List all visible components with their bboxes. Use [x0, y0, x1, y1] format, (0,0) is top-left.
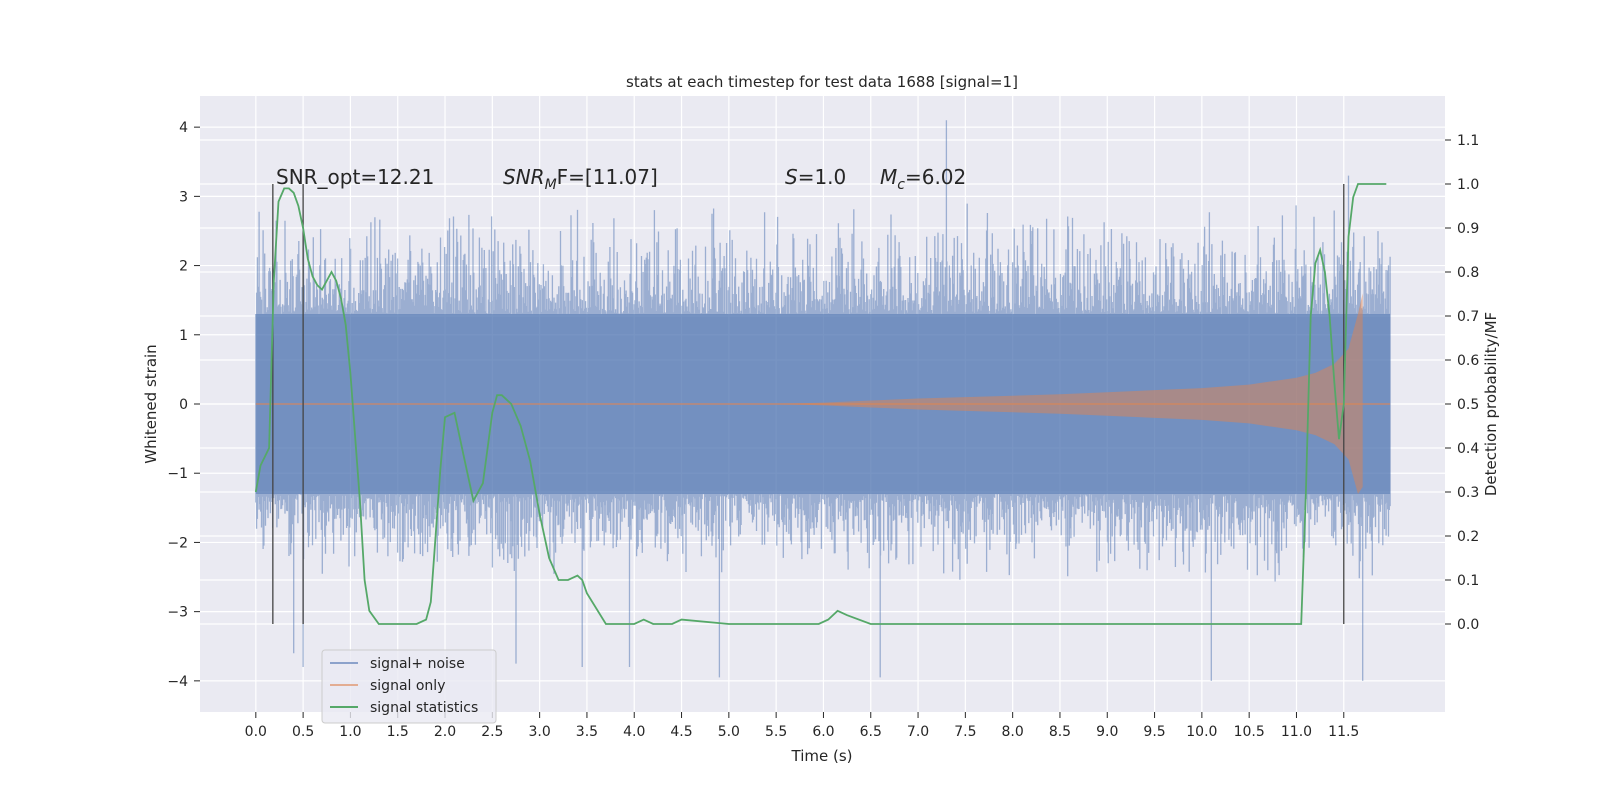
y-right-tick-label: 0.1 [1457, 573, 1479, 589]
x-tick-label: 4.5 [670, 724, 692, 740]
x-tick-label: 4.0 [623, 724, 645, 740]
y-tick-label: 3 [179, 189, 188, 205]
y-tick-label: 1 [179, 328, 188, 344]
y-tick-label: 2 [179, 259, 188, 275]
x-axis: 0.0 0.5 1.0 1.5 2.0 2.5 3.0 3.5 4.0 4.5 5.0 5.5 6.0 6… [245, 712, 1359, 740]
y-tick-label: −4 [167, 674, 188, 690]
x-tick-label: 5.5 [765, 724, 787, 740]
y-right-tick-label: 0.0 [1457, 617, 1479, 633]
y-tick-label: 0 [179, 397, 188, 413]
annotation-snr-opt: SNR_opt=12.21 [276, 165, 434, 189]
left-y-axis: −4 −3 −2 −1 0 1 2 3 4 [167, 120, 200, 690]
y-right-tick-label: 0.6 [1457, 353, 1479, 369]
annotations: SNR_opt=12.21 SNRMF=[11.07] S=1.0 Mc=6.0… [276, 165, 966, 193]
y-right-tick-label: 0.4 [1457, 441, 1479, 457]
x-tick-label: 8.0 [1002, 724, 1024, 740]
legend-label-signal-noise: signal+ noise [370, 656, 465, 672]
y-tick-label: 4 [179, 120, 188, 136]
y-right-tick-label: 0.7 [1457, 309, 1479, 325]
x-tick-label: 11.5 [1328, 724, 1359, 740]
x-tick-label: 10.0 [1186, 724, 1217, 740]
x-tick-label: 1.5 [387, 724, 409, 740]
y-axis-label: Whitened strain [142, 344, 160, 463]
legend-box [321, 649, 497, 724]
x-tick-label: 2.0 [434, 724, 456, 740]
y-tick-label: −2 [167, 535, 188, 551]
x-tick-label: 10.5 [1234, 724, 1265, 740]
x-tick-label: 6.0 [812, 724, 834, 740]
y-right-tick-label: 0.9 [1457, 221, 1479, 237]
right-y-axis: 0.0 0.1 0.2 0.3 0.4 0.5 0.6 0.7 0.8 0.9 1.0 1.1 [1445, 133, 1479, 633]
y-right-tick-label: 1.0 [1457, 177, 1479, 193]
x-tick-label: 7.0 [907, 724, 929, 740]
x-tick-label: 7.5 [954, 724, 976, 740]
signal-statistics-line [254, 183, 1387, 625]
y-tick-label: −1 [167, 466, 188, 482]
x-tick-label: 5.0 [718, 724, 740, 740]
x-tick-label: 0.0 [245, 724, 267, 740]
legend: signal+ noise signal only signal statist… [321, 649, 497, 724]
chart-title: stats at each timestep for test data 168… [626, 73, 1018, 91]
x-tick-label: 3.5 [576, 724, 598, 740]
annotation-snr-mf: SNRMF=[11.07] [503, 165, 658, 193]
x-axis-label: Time (s) [791, 747, 853, 765]
x-tick-label: 8.5 [1049, 724, 1071, 740]
x-tick-label: 2.5 [481, 724, 503, 740]
x-tick-label: 1.0 [339, 724, 361, 740]
x-tick-label: 11.0 [1281, 724, 1312, 740]
legend-label-signal-only: signal only [370, 678, 445, 694]
y-right-tick-label: 1.1 [1457, 133, 1479, 149]
x-tick-label: 9.5 [1143, 724, 1165, 740]
legend-label-signal-statistics: signal statistics [370, 700, 478, 716]
y-right-tick-label: 0.3 [1457, 485, 1479, 501]
x-tick-label: 3.0 [528, 724, 550, 740]
y-tick-label: −3 [167, 605, 188, 621]
x-tick-label: 9.0 [1096, 724, 1118, 740]
annotation-s: S=1.0 [785, 165, 846, 189]
y-right-tick-label: 0.8 [1457, 265, 1479, 281]
annotation-mc: Mc=6.02 [880, 165, 966, 193]
x-tick-label: 6.5 [860, 724, 882, 740]
x-tick-label: 0.5 [292, 724, 314, 740]
y-axis-right-label: Detection probability/MF [1482, 312, 1500, 496]
signal-only-envelope [255, 293, 1363, 494]
y-right-tick-label: 0.2 [1457, 529, 1479, 545]
y-right-tick-label: 0.5 [1457, 397, 1479, 413]
